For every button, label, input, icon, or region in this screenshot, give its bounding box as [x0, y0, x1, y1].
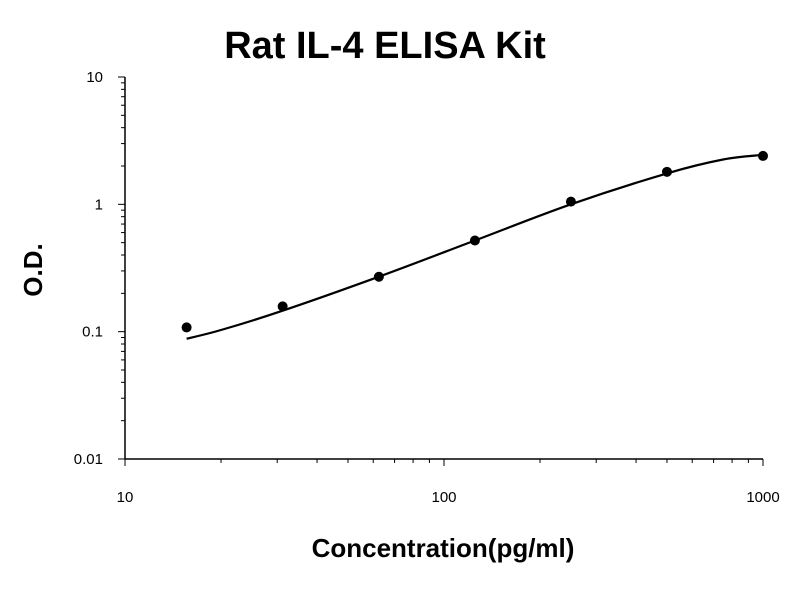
y-tick-label: 1 — [95, 196, 103, 213]
chart-title: Rat IL-4 ELISA Kit — [224, 25, 546, 67]
y-tick-label: 0.01 — [74, 451, 103, 468]
data-point — [181, 322, 192, 333]
x-axis-label: Concentration(pg/ml) — [312, 533, 575, 563]
data-point — [565, 196, 576, 207]
y-tick-label: 0.1 — [82, 324, 103, 341]
data-point — [758, 150, 768, 161]
x-tick-label: 100 — [431, 489, 456, 506]
fit-curve-line — [186, 153, 764, 340]
x-tick-label: 10 — [117, 489, 134, 506]
x-tick-label: 1000 — [746, 489, 779, 506]
data-point — [469, 235, 480, 246]
plot-area — [181, 150, 768, 340]
data-point — [661, 166, 672, 177]
axes — [124, 77, 763, 460]
y-tick-label: 10 — [86, 69, 103, 86]
y-axis-label: O.D. — [18, 243, 48, 296]
ticks: 0.01 0.1 1 10 10 100 1000 — [74, 69, 780, 506]
data-point — [373, 271, 384, 282]
data-point — [277, 301, 288, 312]
